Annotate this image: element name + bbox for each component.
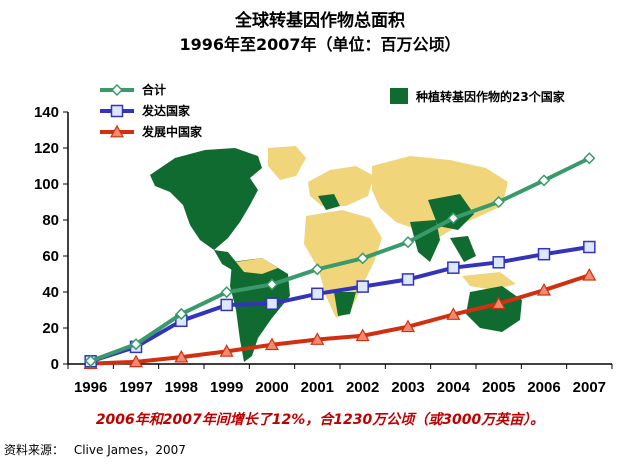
map-south-america-north <box>236 258 278 274</box>
legend-marker-0 <box>110 83 124 97</box>
x-tick-label: 2005 <box>482 379 515 396</box>
data-point-1 <box>447 261 460 274</box>
series-layer <box>83 152 597 370</box>
source-line: 资料来源： Clive James，2007 <box>4 441 192 458</box>
map-asia <box>372 156 508 238</box>
map-indonesia <box>462 272 516 290</box>
map-north-america <box>150 148 262 250</box>
data-point-1 <box>265 297 279 310</box>
map-southeast-asia <box>450 236 476 262</box>
series-line-1 <box>90 245 590 364</box>
legend-label-2: 发展中国家 <box>141 124 203 139</box>
legend-marker-2 <box>109 124 125 138</box>
y-tick-label: 100 <box>34 176 59 193</box>
data-point-1 <box>492 256 505 269</box>
x-tick-label: 2000 <box>255 379 288 396</box>
data-point-1 <box>401 273 415 286</box>
data-point-0 <box>129 338 143 351</box>
data-point-1 <box>311 287 324 301</box>
x-tick-label: 1997 <box>119 379 152 396</box>
data-point-1 <box>356 280 369 293</box>
map-legend-label: 种植转基因作物的23个国家 <box>415 89 566 104</box>
legend-label-0: 合计 <box>142 82 166 97</box>
legend-marker-1 <box>110 104 124 118</box>
map-europe <box>308 166 374 206</box>
y-tick-label: 60 <box>42 248 59 265</box>
chart-subtitle: 1996年至2007年（单位：百万公顷） <box>179 35 461 54</box>
data-point-0 <box>492 195 505 209</box>
data-point-0 <box>537 174 551 187</box>
series-line-0 <box>89 156 591 363</box>
axes: 0 20 40 60 80 100 120 140 1996 1997 1998 1999 2000 20… <box>34 104 613 396</box>
series-line-2 <box>90 273 590 366</box>
data-point-0 <box>583 152 596 165</box>
map-central-america <box>214 250 236 270</box>
map-legend-swatch <box>390 88 408 104</box>
source-label: 资料来源： <box>4 443 65 457</box>
data-point-2 <box>310 332 325 345</box>
x-tick-label: 1996 <box>74 379 107 396</box>
x-tick-label: 2007 <box>573 379 606 396</box>
x-tick-label: 1999 <box>210 379 243 396</box>
data-point-0 <box>175 307 188 321</box>
x-tick-label: 2001 <box>301 379 334 396</box>
data-point-0 <box>401 236 415 249</box>
data-point-0 <box>311 263 324 276</box>
map-china <box>428 194 474 230</box>
data-point-1 <box>537 247 551 261</box>
data-point-2 <box>219 344 234 357</box>
data-point-2 <box>400 319 416 333</box>
data-point-0 <box>447 212 460 225</box>
y-tick-label: 140 <box>34 104 59 121</box>
y-tick-label: 20 <box>42 320 59 337</box>
data-point-0 <box>220 286 233 299</box>
data-point-1 <box>583 240 596 254</box>
y-tick-label: 40 <box>42 284 59 301</box>
data-point-0 <box>356 252 369 265</box>
source-value: Clive James，2007 <box>73 443 186 457</box>
world-map-background <box>150 146 522 362</box>
data-point-2 <box>491 296 506 310</box>
map-greenland <box>268 146 306 180</box>
x-tick-label: 2006 <box>527 379 560 396</box>
map-south-africa <box>334 292 356 316</box>
legend-label-1: 发达国家 <box>141 103 191 118</box>
data-point-0 <box>265 278 279 291</box>
data-point-2 <box>174 349 189 363</box>
data-point-2 <box>128 354 144 368</box>
data-point-2 <box>264 337 280 351</box>
x-tick-label: 2002 <box>346 379 379 396</box>
data-point-2 <box>582 268 597 281</box>
x-tick-label: 2004 <box>437 379 471 396</box>
data-point-2 <box>446 307 461 320</box>
data-point-1 <box>220 298 233 312</box>
series-0 <box>84 152 596 368</box>
data-point-2 <box>355 328 370 342</box>
x-tick-label: 2003 <box>391 379 424 396</box>
y-tick-label: 0 <box>51 356 59 373</box>
y-tick-label: 80 <box>42 212 59 229</box>
growth-note: 2006年和2007年间增长了12%，合1230万公顷（或3000万英亩）。 <box>95 412 545 428</box>
data-point-2 <box>536 282 552 296</box>
x-tick-label: 1998 <box>165 379 198 396</box>
chart-title: 全球转基因作物总面积 <box>235 11 405 31</box>
map-europe-gm <box>318 194 340 210</box>
y-tick-label: 120 <box>34 140 59 157</box>
data-point-0 <box>84 354 97 368</box>
